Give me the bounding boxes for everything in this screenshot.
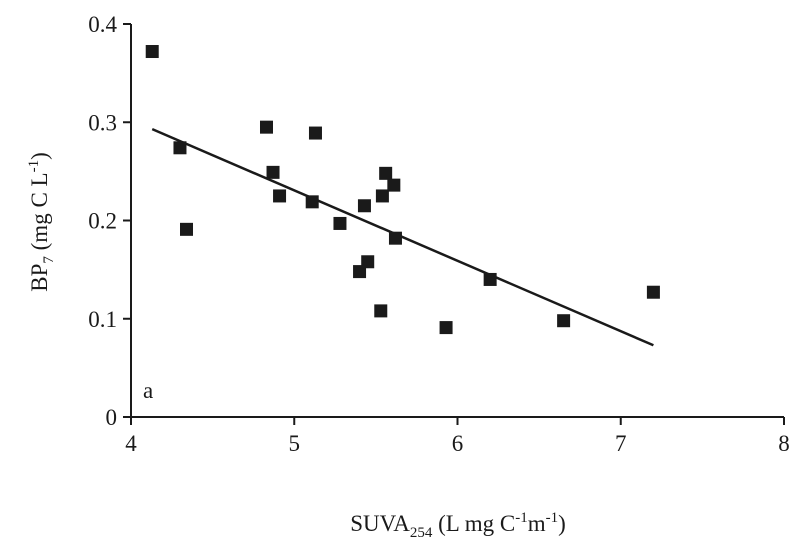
data-point	[483, 272, 497, 286]
data-point	[308, 126, 322, 140]
data-point	[180, 222, 194, 236]
y-tick-label: 0	[106, 405, 118, 430]
data-point	[388, 231, 402, 245]
data-point	[374, 304, 388, 318]
axes	[130, 24, 784, 418]
data-point	[259, 120, 273, 134]
panel-label: a	[143, 378, 153, 403]
y-tick-label: 0.4	[88, 12, 117, 37]
data-point	[557, 314, 571, 328]
data-point	[375, 189, 389, 203]
data-point	[646, 285, 660, 299]
data-point	[333, 216, 347, 230]
y-axis-label: BP7 (mg C L-1)	[26, 152, 57, 292]
data-point	[173, 141, 187, 155]
data-point	[387, 178, 401, 192]
data-point	[305, 195, 319, 209]
y-tick-label: 0.1	[88, 307, 117, 332]
x-tick-label: 5	[289, 431, 301, 456]
data-point	[439, 321, 453, 335]
x-ticks: 4 5 6 7 8	[125, 417, 790, 456]
x-tick-label: 6	[452, 431, 464, 456]
x-tick-label: 7	[615, 431, 627, 456]
data-point	[266, 165, 280, 179]
data-point	[357, 199, 371, 213]
data-point	[379, 166, 393, 180]
data-points	[145, 45, 660, 335]
data-point	[353, 265, 367, 279]
data-point	[273, 189, 287, 203]
x-axis-label: SUVA254 (L mg C-1m-1)	[350, 510, 566, 541]
y-tick-label: 0.2	[88, 209, 117, 234]
data-point	[145, 45, 159, 59]
y-tick-label: 0.3	[88, 110, 117, 135]
x-tick-label: 4	[125, 431, 137, 456]
trend-line	[151, 127, 654, 347]
x-tick-label: 8	[778, 431, 790, 456]
data-point	[361, 255, 375, 269]
y-ticks: 0 0.1 0.2 0.3 0.4	[88, 12, 131, 430]
